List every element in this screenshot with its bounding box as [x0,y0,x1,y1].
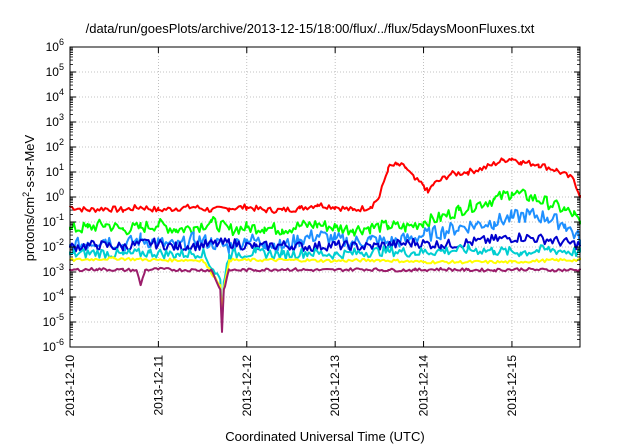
series-line-0 [69,157,581,214]
grid-lines [70,47,580,347]
y-tick-label: 100 [46,187,64,204]
y-tick-label-base: 10 [46,140,60,154]
y-tick-label: 10-1 [43,212,64,229]
y-tick-label: 101 [46,162,64,179]
y-tick-label-base: 10 [46,90,60,104]
series-line-4 [69,243,581,323]
y-axis-ticks: 10610510410310210110010-110-210-310-410-… [43,37,580,354]
y-tick-label-exponent: 3 [59,112,64,122]
y-tick-label-base: 10 [43,340,57,354]
data-series [69,157,581,333]
y-tick-label: 10-3 [43,262,64,279]
y-tick-label: 10-4 [43,287,64,304]
x-tick-label: 2013-12-11 [151,355,165,416]
y-tick-label-base: 10 [46,165,60,179]
y-tick-label-exponent: 1 [59,162,64,172]
series-line-1 [69,188,581,237]
y-tick-label-exponent: 2 [59,137,64,147]
y-tick-label-base: 10 [43,265,57,279]
y-tick-label: 106 [46,37,64,54]
y-tick-label-exponent: -4 [56,287,64,297]
y-tick-label-exponent: -3 [56,262,64,272]
y-axis-title: protons/cm2-s-sr-MeV [21,134,37,261]
y-tick-label-exponent: -2 [56,237,64,247]
x-tick-label: 2013-12-15 [505,355,519,417]
y-tick-label-base: 10 [46,65,60,79]
x-tick-label: 2013-12-14 [417,355,431,417]
series-line-5 [69,256,581,316]
y-tick-label-base: 10 [46,40,60,54]
series-line-6 [69,266,581,333]
y-tick-label-exponent: 5 [59,62,64,72]
y-tick-label: 103 [46,112,64,129]
y-tick-label-exponent: 0 [59,187,64,197]
y-axis-title-tail: -s-sr-MeV [22,134,37,191]
y-tick-label: 10-5 [43,312,64,329]
y-tick-label-base: 10 [46,115,60,129]
y-tick-label-exponent: -6 [56,337,64,347]
x-tick-label: 2013-12-13 [328,355,342,417]
y-tick-label: 104 [46,87,64,104]
y-tick-label-base: 10 [43,290,57,304]
x-tick-label: 2013-12-10 [63,355,77,417]
x-tick-label: 2013-12-12 [240,355,254,417]
y-tick-label: 102 [46,137,64,154]
y-tick-label: 105 [46,62,64,79]
y-tick-label-base: 10 [43,315,57,329]
series-line-3 [69,232,581,253]
y-tick-label-exponent: 4 [59,87,64,97]
y-tick-label: 10-6 [43,337,64,354]
y-tick-label-exponent: 6 [59,37,64,47]
y-tick-label: 10-2 [43,237,64,254]
y-tick-label-base: 10 [43,215,57,229]
y-axis-title-exponent: 2 [21,192,31,197]
x-axis-ticks: 2013-12-10 2013-12-11 2013-12-12 2013-12-13… [63,47,519,416]
x-axis-title: Coordinated Universal Time (UTC) [225,429,424,444]
chart-title: /data/run/goesPlots/archive/2013-12-15/1… [86,21,535,36]
y-axis-title-base: protons/cm [22,197,37,261]
y-tick-label-exponent: -1 [56,212,64,222]
y-tick-label-exponent: -5 [56,312,64,322]
y-tick-label-base: 10 [46,190,60,204]
y-tick-label-base: 10 [43,240,57,254]
